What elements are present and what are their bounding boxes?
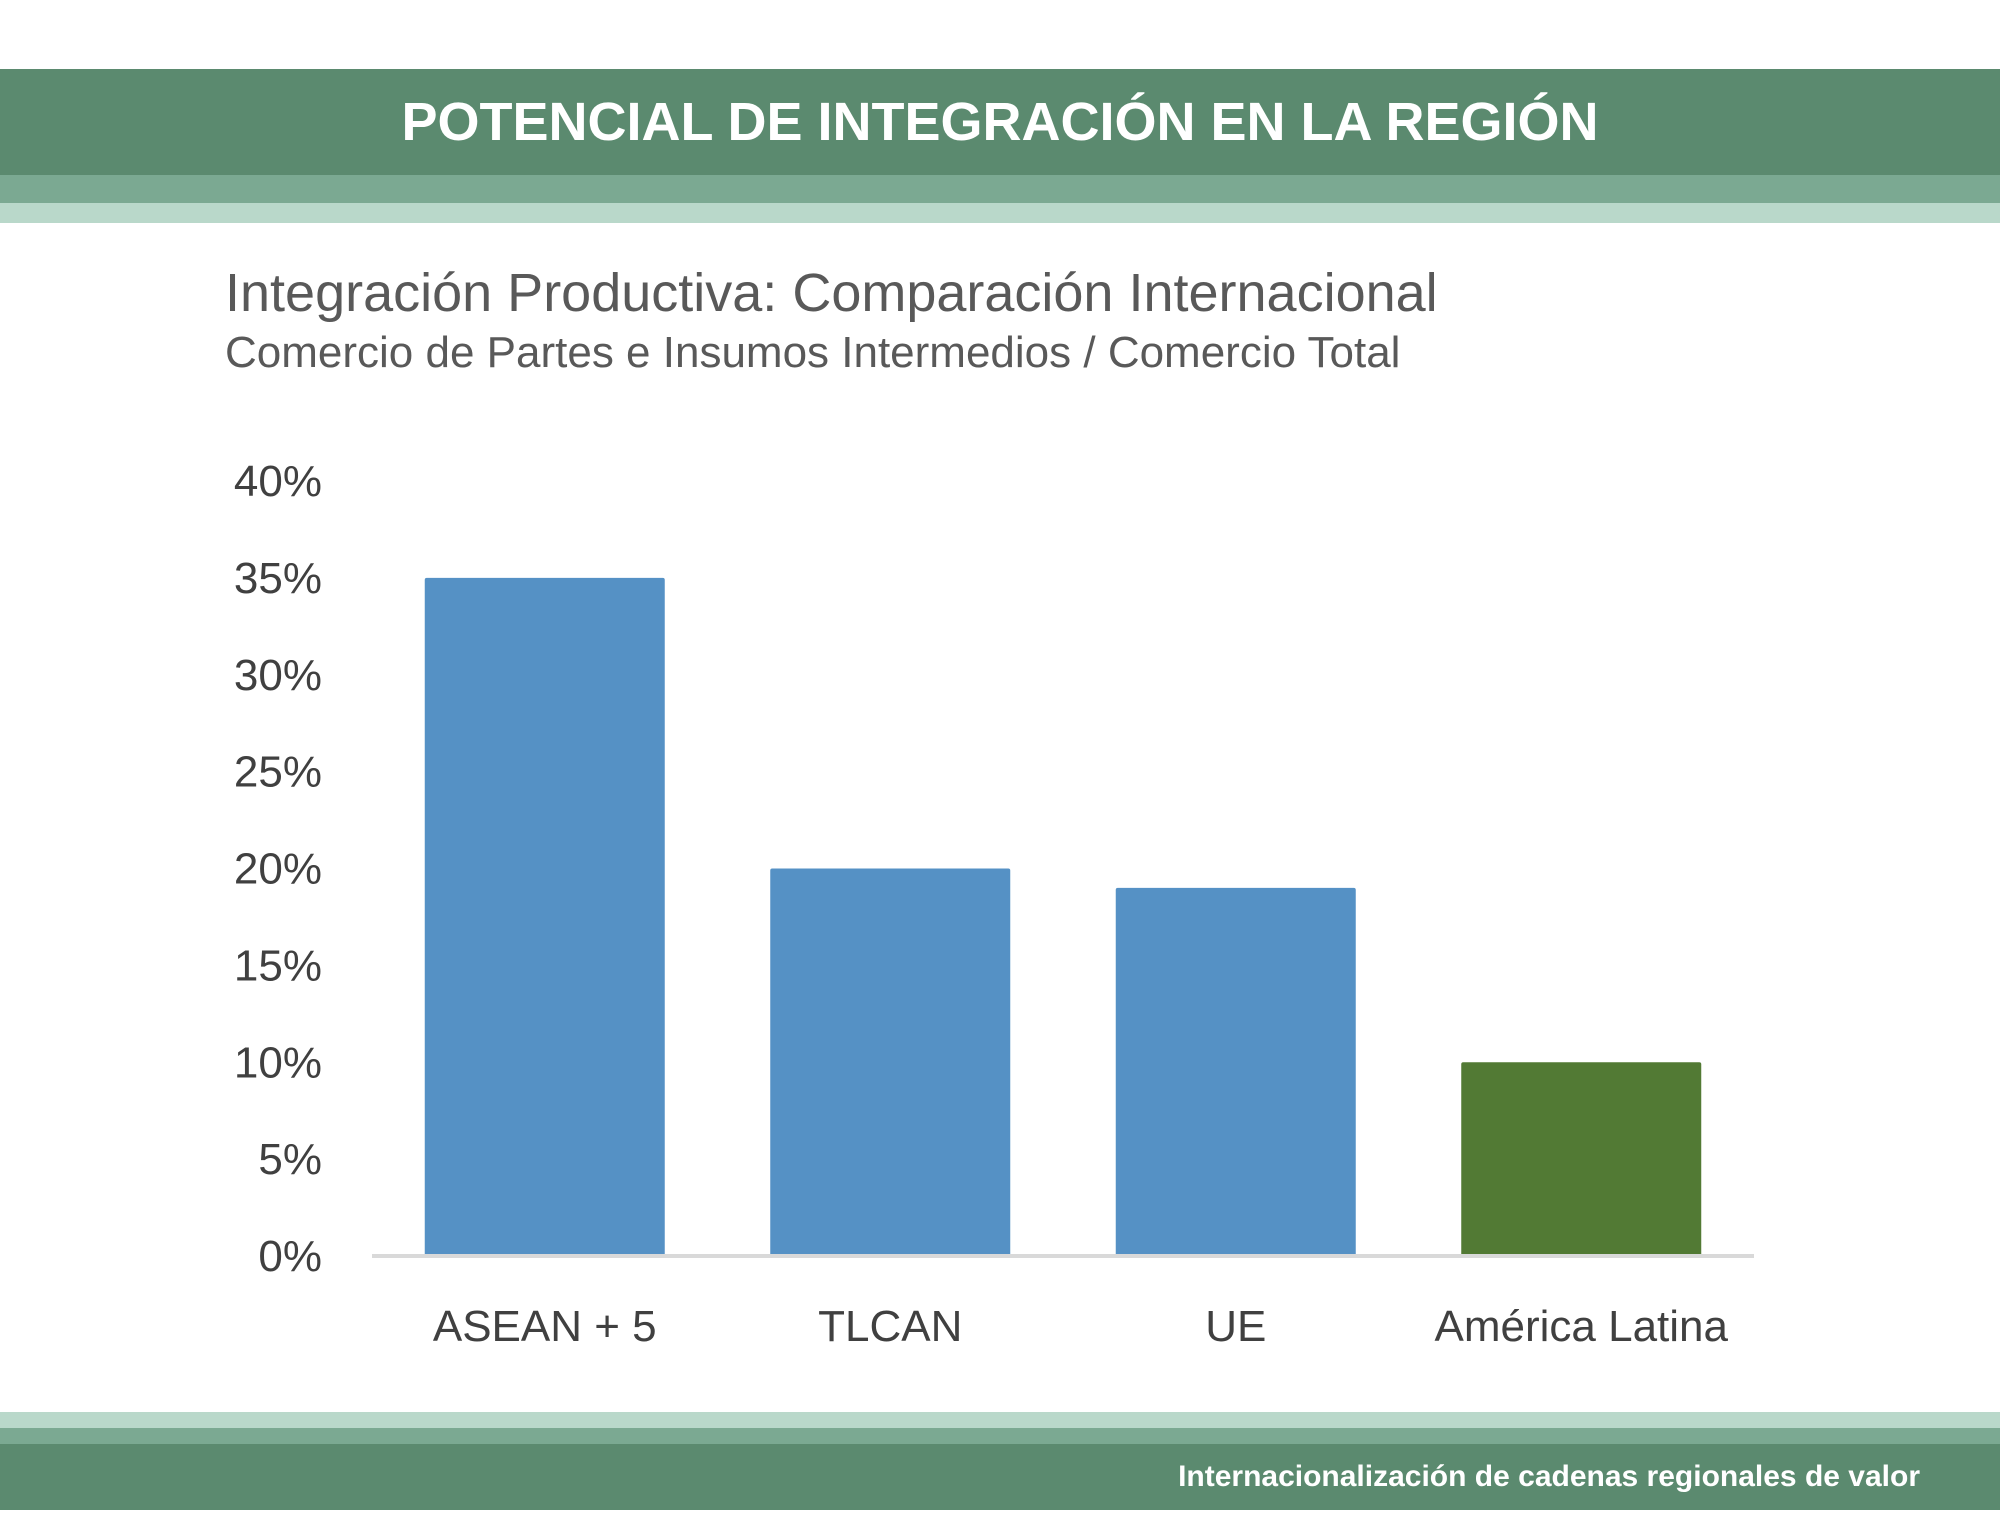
y-tick-label: 25% (234, 748, 322, 797)
x-tick-label: UE (1205, 1302, 1266, 1351)
footer-bar: Internacionalización de cadenas regional… (0, 1444, 2000, 1510)
bar (770, 868, 1011, 1256)
header-stripe-mid (0, 175, 2000, 203)
x-tick-label: ASEAN + 5 (433, 1302, 657, 1351)
y-tick-label: 10% (234, 1038, 322, 1087)
y-tick-label: 5% (258, 1135, 322, 1184)
footer-stripe-mid (0, 1428, 2000, 1444)
y-tick-label: 35% (234, 554, 322, 603)
header-bar: POTENCIAL DE INTEGRACIÓN EN LA REGIÓN (0, 69, 2000, 175)
x-tick-label: TLCAN (818, 1302, 962, 1351)
header-stripe-light (0, 203, 2000, 223)
x-tick-label: América Latina (1435, 1302, 1729, 1351)
y-tick-label: 30% (234, 651, 322, 700)
chart-subtitle: Comercio de Partes e Insumos Intermedios… (225, 328, 1401, 377)
page-title: POTENCIAL DE INTEGRACIÓN EN LA REGIÓN (401, 92, 1599, 152)
y-tick-label: 15% (234, 941, 322, 990)
y-tick-label: 0% (258, 1232, 322, 1281)
chart-title: Integración Productiva: Comparación Inte… (225, 263, 1438, 323)
footer-text: Internacionalización de cadenas regional… (1178, 1460, 1920, 1493)
bar-chart: 0% 5% 10% 15% 20% 25% 30% 35% 40% ASEAN + 5 TLCAN U… (234, 457, 1754, 1351)
bar (1115, 887, 1356, 1256)
y-tick-label: 20% (234, 845, 322, 894)
bar (1461, 1062, 1702, 1256)
footer-stripe-light (0, 1412, 2000, 1428)
bar (424, 577, 665, 1256)
y-tick-label: 40% (234, 457, 322, 506)
